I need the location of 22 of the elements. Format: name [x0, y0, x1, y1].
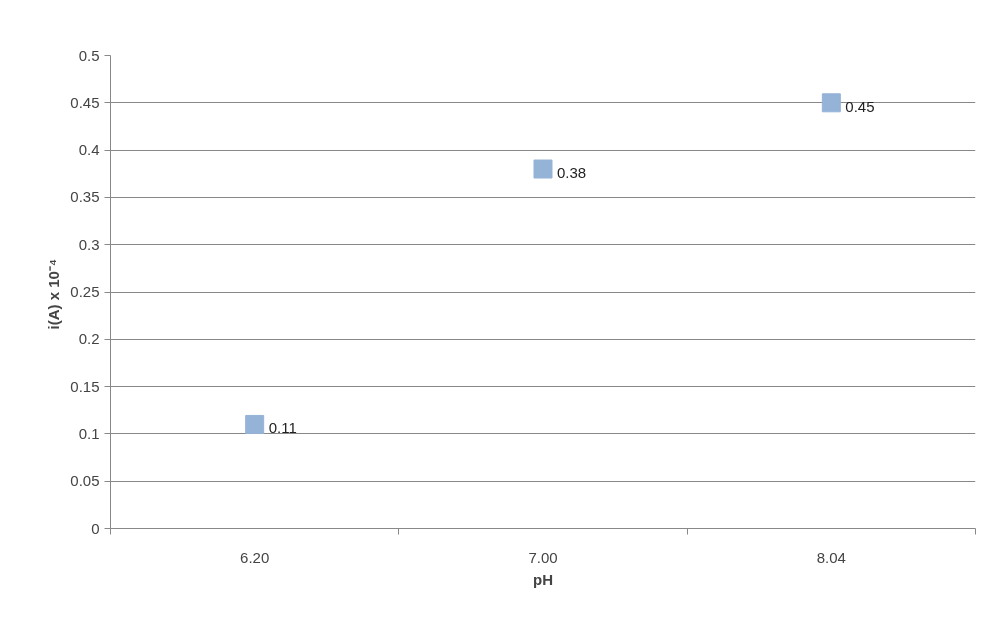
y-tick-label: 0.1	[78, 424, 100, 442]
x-tick-label: 8.04	[816, 548, 846, 566]
y-tick-label: 0.45	[70, 93, 100, 111]
y-tick-label: 0.05	[70, 472, 100, 490]
y-tick-label: 0.3	[78, 235, 100, 253]
x-tick-label: 6.20	[240, 548, 270, 566]
y-tick-label: 0	[91, 519, 100, 537]
y-tick-label: 0.15	[70, 377, 100, 395]
y-tick-label: 0.4	[78, 141, 100, 159]
point	[245, 414, 265, 434]
point	[533, 159, 553, 179]
point	[821, 93, 841, 113]
data-label: 0.38	[557, 164, 587, 182]
data-label: 0.45	[845, 97, 875, 115]
x-tick-label: 7.00	[528, 548, 558, 566]
y-tick-label: 0.25	[70, 283, 100, 300]
y-axis-title: i(A) x 10⁻⁴	[45, 258, 63, 330]
y-tick-label: 0.5	[78, 46, 100, 64]
x-axis-title: pH	[533, 570, 553, 588]
y-tick-label: 0.2	[78, 330, 100, 348]
data-label: 0.11	[268, 419, 297, 437]
y-tick-label: 0.35	[70, 188, 100, 206]
